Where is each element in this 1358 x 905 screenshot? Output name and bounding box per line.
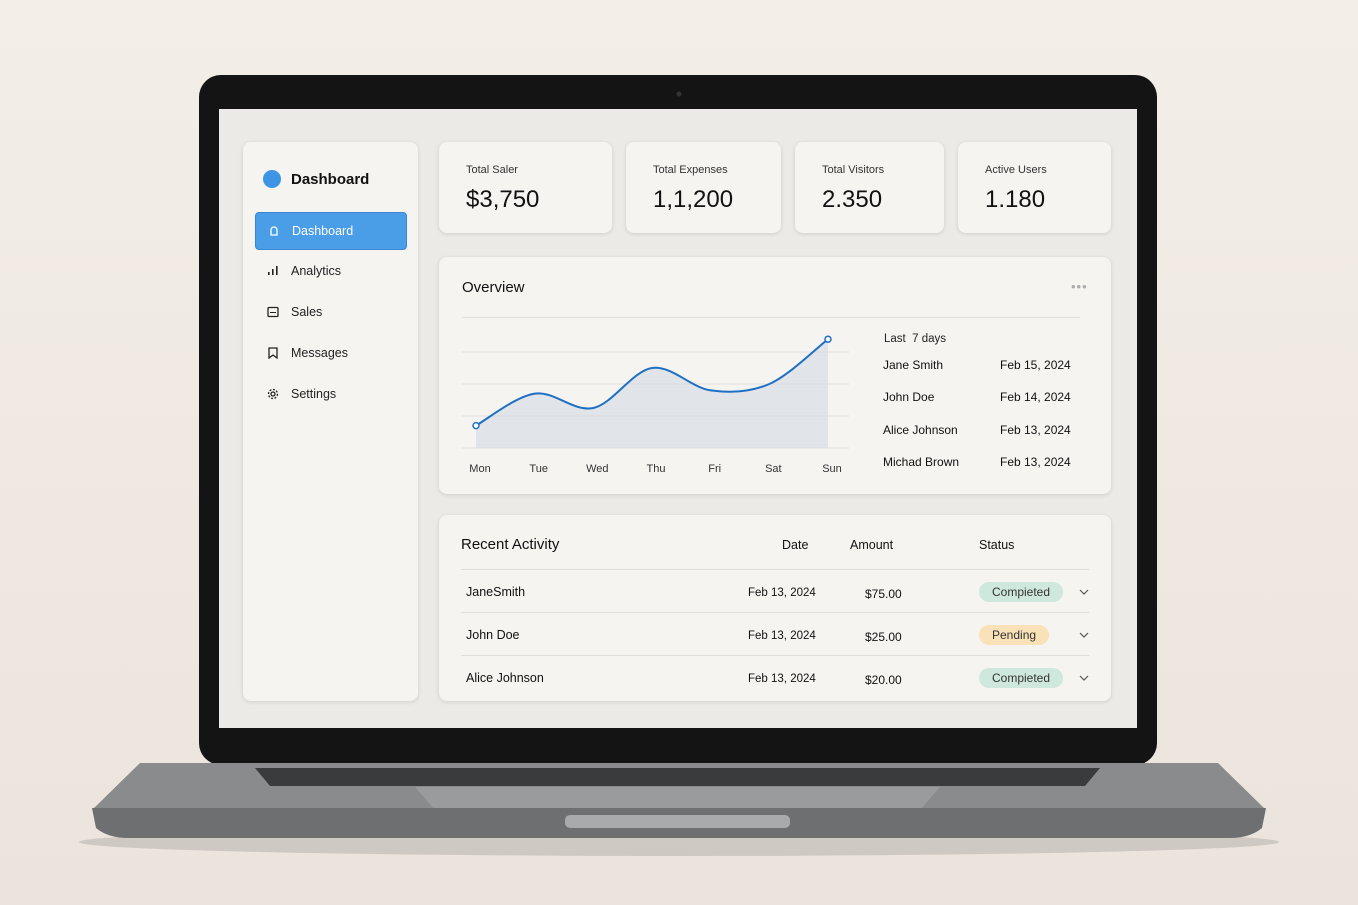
x-tick-label: Mon [469, 463, 490, 475]
nav-label: Settings [291, 387, 337, 401]
nav-item[interactable]: Sales [255, 294, 405, 330]
activity-row: JaneSmith Feb 13, 2024 $75.00 Compieted [461, 569, 1089, 613]
column-header: Date [782, 538, 809, 552]
stat-label: Total Visitors [822, 164, 885, 176]
person-name: Michad Brown [883, 454, 960, 469]
nav-label: Analytics [291, 264, 342, 278]
activity-card: Recent Activity Date Amount Status JaneSmi… [439, 515, 1111, 701]
row-name: JaneSmith [466, 585, 526, 599]
overview-title: Overview [462, 279, 525, 296]
row-date: Feb 13, 2024 [748, 630, 816, 642]
nav-item[interactable]: Dashboard [255, 212, 407, 250]
expand-chevron[interactable] [1079, 675, 1089, 681]
x-tick-label: Sun [822, 463, 842, 475]
stat-value: $3,750 [466, 186, 540, 213]
row-date: Feb 13, 2024 [748, 673, 816, 685]
x-tick-label: Fri [708, 463, 721, 475]
sidebar: Dashboard Dashboard Analytics Sales Message… [243, 142, 418, 701]
line-chart: Mon Tue Wed Thu Fri Sat Sun [462, 335, 849, 475]
person-date: Feb 14, 2024 [1000, 390, 1071, 405]
nav-icon [267, 388, 279, 400]
nav-label: Dashboard [292, 224, 354, 238]
person-date: Feb 13, 2024 [1000, 454, 1071, 469]
row-name: John Doe [466, 628, 520, 642]
end-point [824, 335, 832, 343]
divider [462, 317, 1080, 318]
row-amount: $75.00 [865, 587, 902, 601]
line [475, 338, 829, 427]
area [476, 339, 828, 448]
nav-item[interactable]: Messages [255, 335, 405, 371]
more-menu[interactable]: ••• [1071, 279, 1088, 294]
stat-card: Total Saler $3,750 [439, 142, 612, 233]
x-tick-label: Thu [647, 463, 666, 475]
row-date: Feb 13, 2024 [748, 587, 816, 599]
stat-value: 1,1,200 [653, 186, 734, 213]
stat-label: Active Users [985, 164, 1047, 176]
status-pill: Compieted [979, 582, 1064, 602]
expand-chevron[interactable] [1079, 632, 1089, 638]
stat-label: Total Expenses [653, 164, 728, 176]
person-date: Feb 13, 2024 [1000, 422, 1071, 437]
sidebar-title: Dashboard [291, 171, 370, 188]
nav-icon [267, 306, 279, 318]
overview-card: Overview ••• Mon Tue Wed Thu Fri Sat Sun Last … [439, 257, 1111, 494]
stat-card: Active Users 1.180 [958, 142, 1111, 233]
activity-row: John Doe Feb 13, 2024 $25.00 Pending [461, 612, 1089, 656]
person-name: Alice Johnson [883, 422, 958, 437]
row-amount: $20.00 [865, 673, 902, 687]
x-tick-label: Wed [586, 463, 608, 475]
end-point [472, 421, 480, 430]
nav-item[interactable]: Analytics [255, 253, 405, 289]
stat-value: 1.180 [985, 186, 1046, 213]
nav-icon [268, 266, 278, 275]
stat-value: 2.350 [822, 186, 883, 213]
x-tick-label: Sat [765, 463, 782, 475]
nav-label: Sales [291, 305, 323, 319]
x-tick-label: Tue [529, 463, 548, 475]
activity-title: Recent Activity [461, 536, 560, 553]
row-name: Alice Johnson [466, 671, 544, 685]
activity-row: Alice Johnson Feb 13, 2024 $20.00 Compieted [461, 655, 1089, 699]
person-name: John Doe [883, 390, 935, 405]
status-pill: Pending [979, 625, 1050, 645]
stat-card: Total Expenses 1,1,200 [626, 142, 781, 233]
nav-item[interactable]: Settings [255, 376, 405, 412]
list-title: Last 7 days [884, 333, 947, 345]
nav-icon [268, 347, 278, 359]
nav-icon [270, 226, 278, 236]
nav-label: Messages [291, 346, 348, 360]
column-header: Status [979, 538, 1015, 552]
person-name: Jane Smith [883, 358, 944, 372]
column-header: Amount [850, 538, 894, 552]
stat-label: Total Saler [466, 164, 518, 176]
stat-card: Total Visitors 2.350 [795, 142, 944, 233]
logo [263, 170, 281, 188]
status-pill: Compieted [979, 668, 1064, 688]
person-date: Feb 15, 2024 [1000, 358, 1071, 372]
expand-chevron[interactable] [1079, 589, 1089, 595]
row-amount: $25.00 [865, 630, 902, 644]
